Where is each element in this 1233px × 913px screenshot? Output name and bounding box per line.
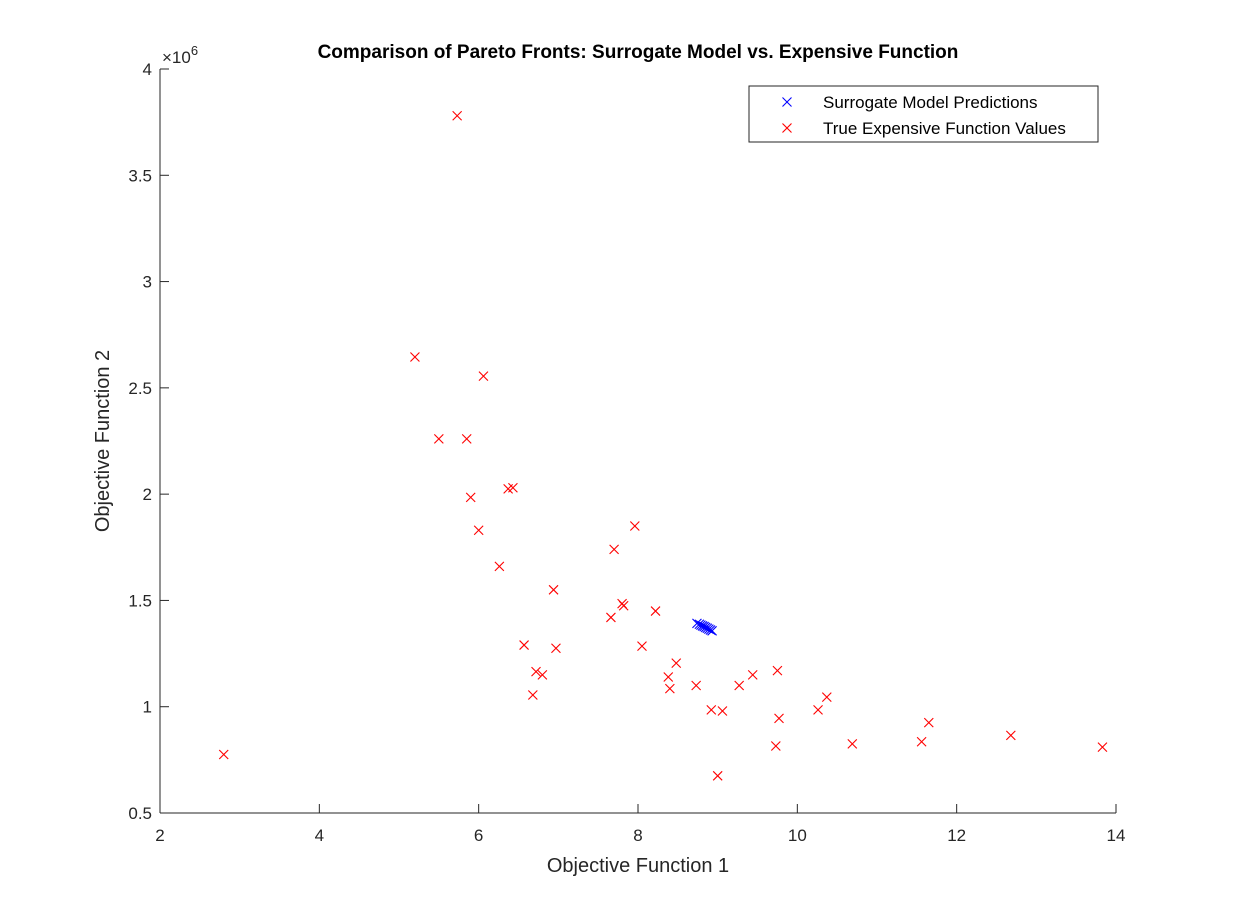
true-point — [461, 433, 472, 444]
y-tick-label: 3 — [143, 273, 152, 292]
x-ticks: 2 4 6 8 10 12 14 — [155, 804, 1125, 845]
x-tick-label: 8 — [633, 826, 642, 845]
true-point — [813, 705, 823, 715]
true-point — [1005, 730, 1016, 741]
y-tick-label: 3.5 — [128, 166, 152, 185]
true-point — [473, 525, 484, 536]
x-tick-label: 14 — [1107, 826, 1126, 845]
surrogate-point — [707, 625, 717, 636]
y-tick-label: 1 — [143, 698, 152, 717]
true-point — [706, 705, 717, 715]
true-point — [433, 433, 444, 444]
true-point — [1097, 742, 1108, 752]
true-point — [618, 600, 629, 611]
true-point — [527, 690, 538, 700]
y-tick-label: 2 — [143, 485, 152, 504]
true-point — [734, 680, 745, 691]
true-point — [508, 482, 518, 493]
true-point — [629, 521, 640, 531]
true-point — [774, 713, 784, 724]
true-point — [494, 561, 505, 572]
legend-marker — [782, 123, 792, 133]
true-point — [821, 692, 832, 703]
y-tick-label: 1.5 — [128, 591, 152, 610]
true-point — [664, 683, 675, 694]
legend-box — [748, 85, 1099, 143]
true-point — [478, 371, 489, 382]
true-point — [637, 641, 647, 652]
true-point — [717, 706, 728, 716]
x-tick-label: 6 — [474, 826, 483, 845]
true-point — [671, 658, 682, 669]
true-point — [519, 640, 529, 650]
true-point — [218, 749, 229, 760]
true-point — [923, 717, 934, 728]
x-tick-label: 12 — [947, 826, 966, 845]
legend-label: Surrogate Model Predictions — [823, 93, 1038, 112]
series-true — [218, 110, 1108, 781]
true-point — [712, 770, 723, 781]
chart-title: Comparison of Pareto Fronts: Surrogate M… — [318, 42, 959, 63]
x-tick-label: 10 — [788, 826, 807, 845]
data-points — [218, 110, 1108, 781]
true-point — [770, 741, 781, 751]
true-point — [609, 544, 619, 555]
legend-label: True Expensive Function Values — [823, 119, 1066, 138]
true-point — [465, 492, 476, 503]
x-axis-label: Objective Function 1 — [547, 855, 729, 877]
y-tick-label: 4 — [143, 60, 152, 79]
series-surrogate — [692, 618, 717, 636]
legend-marker — [782, 97, 792, 107]
true-point — [650, 606, 661, 616]
y-tick-label: 2.5 — [128, 379, 152, 398]
true-point — [747, 669, 758, 680]
true-point — [916, 736, 927, 747]
legend: Surrogate Model Predictions True Expensiv… — [748, 85, 1099, 143]
true-point — [691, 680, 702, 691]
true-point — [551, 643, 561, 654]
x-tick-label: 2 — [155, 826, 164, 845]
surrogate-point — [697, 621, 708, 631]
true-point — [663, 672, 674, 682]
y-exponent-label: ×106 — [162, 43, 198, 67]
true-point — [531, 666, 541, 677]
y-exponent-base: ×10 — [162, 48, 191, 67]
true-point — [606, 612, 616, 623]
y-axis-label: Objective Function 2 — [92, 350, 114, 532]
true-point — [772, 665, 783, 676]
y-exponent-power: 6 — [191, 43, 198, 58]
true-point — [548, 584, 559, 595]
x-tick-label: 4 — [315, 826, 324, 845]
true-point — [452, 110, 463, 121]
true-point — [537, 669, 548, 680]
y-tick-label: 0.5 — [128, 804, 152, 823]
true-point — [410, 352, 420, 362]
true-point — [847, 739, 858, 749]
y-ticks: 0.5 1 1.5 2 2.5 3 3.5 4 — [128, 60, 169, 823]
